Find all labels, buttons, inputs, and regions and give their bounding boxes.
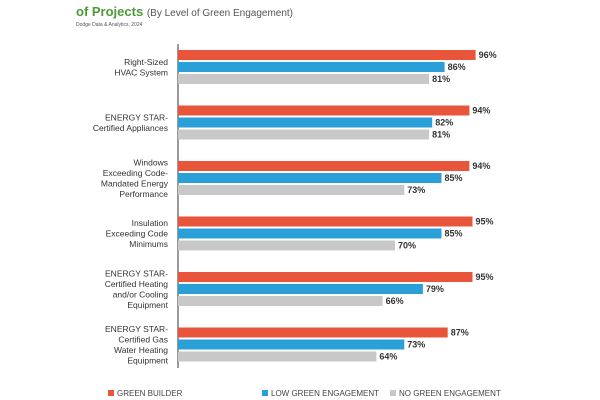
bar bbox=[178, 185, 405, 195]
legend-label: GREEN BUILDER bbox=[117, 389, 183, 398]
bar bbox=[178, 74, 430, 84]
data-label: 82% bbox=[435, 118, 453, 128]
category-label-line: ENERGY STAR- bbox=[105, 324, 168, 334]
legend-swatch bbox=[390, 390, 396, 396]
category-label-line: Windows bbox=[134, 157, 168, 167]
category-label-line: Certified Gas bbox=[118, 334, 168, 344]
data-label: 94% bbox=[472, 161, 490, 171]
chart-title: of Projects (By Level of Green Engagemen… bbox=[76, 4, 293, 19]
category-label-line: Water Heating bbox=[114, 345, 168, 355]
category-label-line: Equipment bbox=[127, 300, 168, 310]
bar bbox=[178, 117, 433, 128]
data-label: 95% bbox=[476, 217, 494, 227]
bar bbox=[178, 50, 476, 60]
data-label: 94% bbox=[472, 106, 490, 116]
data-label: 70% bbox=[398, 241, 416, 251]
legend-swatch bbox=[262, 390, 268, 396]
bar bbox=[178, 327, 448, 338]
category-label-line: Exceeding Code bbox=[106, 229, 169, 239]
category-label: ENERGY STAR-Certified Heating and/or Cool… bbox=[105, 268, 169, 310]
chart-title-main: of Projects bbox=[76, 4, 144, 19]
bar bbox=[178, 272, 473, 282]
bar bbox=[178, 339, 405, 350]
category-label-line: Exceeding Code- bbox=[103, 168, 168, 178]
category-label-line: Performance bbox=[119, 189, 168, 199]
category-label-line: Right-Sized bbox=[124, 57, 168, 67]
category-label-line: and/or Cooling bbox=[113, 289, 169, 299]
data-label: 87% bbox=[451, 328, 469, 338]
bar bbox=[178, 240, 395, 251]
data-label: 66% bbox=[386, 296, 404, 306]
category-label-line: Equipment bbox=[127, 355, 168, 365]
category-label: Insulation Exceeding Code Minimums bbox=[106, 218, 169, 249]
category-label-line: ENERGY STAR- bbox=[105, 268, 168, 278]
data-label: 81% bbox=[432, 130, 450, 140]
category-label-line: Minimums bbox=[129, 239, 168, 249]
category-label-line: Insulation bbox=[132, 218, 169, 228]
data-label: 81% bbox=[432, 74, 450, 84]
category-label: ENERGY STAR-Certified Gas Water Heating Eq… bbox=[105, 324, 169, 366]
category-label: Windows Exceeding Code-Mandated Energy Per… bbox=[101, 157, 169, 199]
data-label: 86% bbox=[448, 62, 466, 72]
legend-label: LOW GREEN ENGAGEMENT bbox=[271, 389, 379, 398]
chart-subtitle: (By Level of Green Engagement) bbox=[146, 8, 294, 19]
bar bbox=[178, 129, 430, 140]
category-label-line: Mandated Energy bbox=[101, 178, 169, 188]
category-label-line: Certified Appliances bbox=[93, 123, 168, 133]
category-label: ENERGY STAR-Certified Appliances bbox=[93, 112, 168, 133]
bar bbox=[178, 228, 442, 239]
category-label-line: ENERGY STAR- bbox=[105, 112, 168, 122]
category-label: Right-Sized HVAC System bbox=[114, 57, 168, 78]
data-label: 85% bbox=[445, 229, 463, 239]
bar bbox=[178, 105, 470, 116]
bar bbox=[178, 296, 383, 306]
data-label: 64% bbox=[379, 352, 397, 362]
legend-label: NO GREEN ENGAGEMENT bbox=[399, 389, 501, 398]
data-label: 95% bbox=[476, 272, 494, 282]
bar bbox=[178, 351, 377, 362]
category-label-line: HVAC System bbox=[114, 67, 168, 77]
bar bbox=[178, 173, 442, 183]
legend-swatch bbox=[108, 390, 114, 396]
data-label: 79% bbox=[426, 284, 444, 294]
data-label: 73% bbox=[407, 185, 425, 195]
bar bbox=[178, 161, 470, 171]
bar bbox=[178, 284, 423, 294]
bar bbox=[178, 216, 473, 227]
data-label: 85% bbox=[445, 173, 463, 183]
bar bbox=[178, 62, 445, 72]
data-label: 96% bbox=[479, 50, 497, 60]
data-label: 73% bbox=[407, 340, 425, 350]
chart-source: Dodge Data & Analytics, 2024 bbox=[76, 22, 143, 28]
category-label-line: Certified Heating bbox=[105, 279, 169, 289]
